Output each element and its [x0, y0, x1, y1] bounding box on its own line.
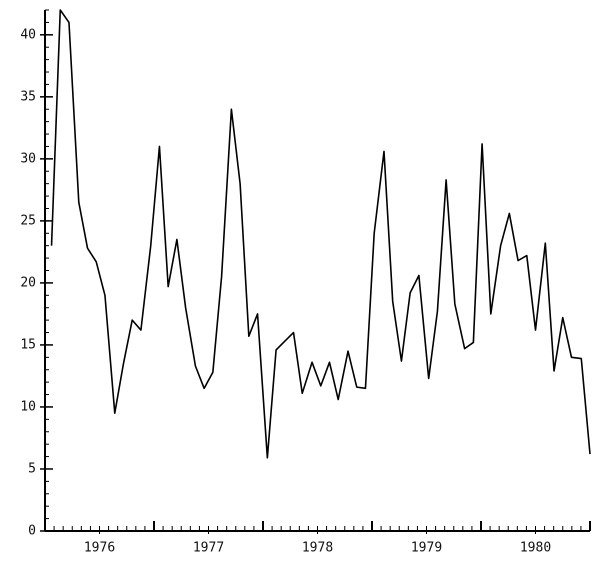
y-tick-label: 15 — [20, 337, 36, 352]
y-tick-label: 20 — [20, 275, 36, 290]
data-line — [50, 9, 591, 459]
y-tick-label: 30 — [20, 151, 36, 166]
x-tick-label: 1978 — [302, 541, 333, 556]
x-tick-label: 1979 — [411, 541, 442, 556]
y-tick-label: 5 — [28, 461, 36, 476]
y-tick-label: 10 — [20, 399, 36, 414]
x-tick-label: 1980 — [520, 541, 551, 556]
y-tick-label: 0 — [28, 524, 36, 539]
y-tick-label: 40 — [20, 27, 36, 42]
y-tick-label: 35 — [20, 89, 36, 104]
x-tick-label: 1976 — [84, 541, 115, 556]
x-tick-label: 1977 — [193, 541, 224, 556]
y-tick-label: 25 — [20, 213, 36, 228]
